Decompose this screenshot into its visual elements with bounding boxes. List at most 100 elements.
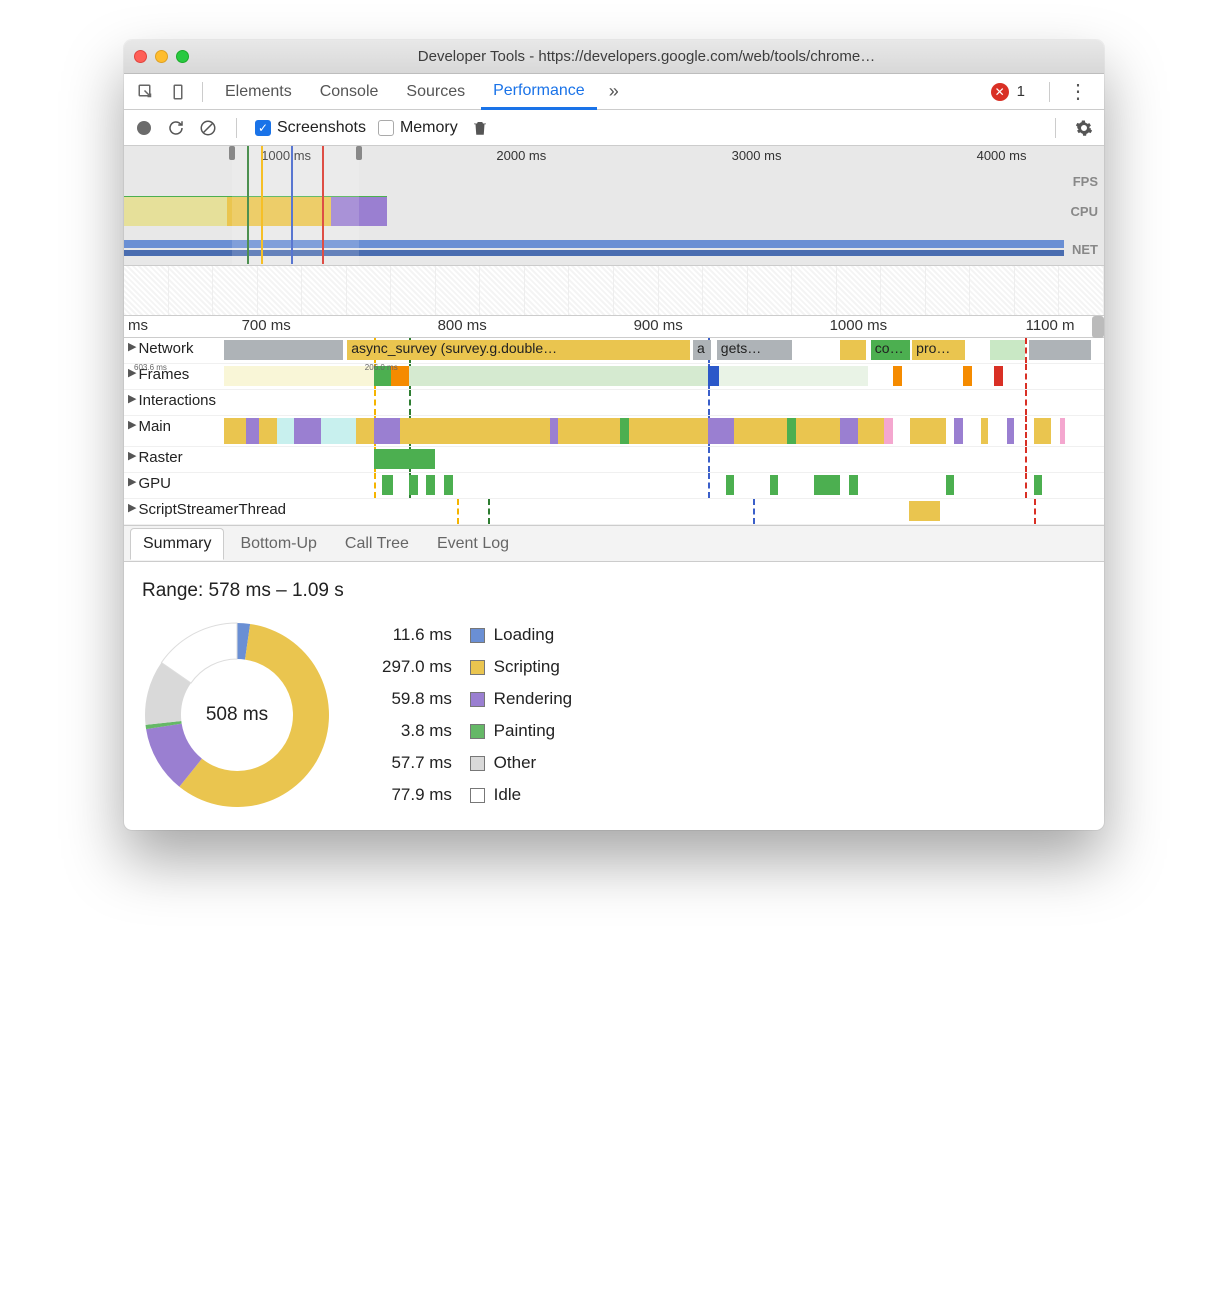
settings-icon[interactable]: [1074, 118, 1094, 138]
inspect-icon[interactable]: [132, 78, 160, 106]
btab-call-tree[interactable]: Call Tree: [333, 529, 421, 559]
trash-button[interactable]: [470, 118, 490, 138]
error-badge-icon[interactable]: ✕: [991, 83, 1009, 101]
scrollbar-handle[interactable]: [1092, 316, 1104, 338]
disclosure-icon[interactable]: ▶: [128, 475, 136, 488]
flame-bar[interactable]: [770, 475, 779, 495]
flame-bar[interactable]: [990, 340, 1025, 360]
flame-bar[interactable]: [963, 366, 972, 386]
close-icon[interactable]: [134, 50, 147, 63]
minimize-icon[interactable]: [155, 50, 168, 63]
maximize-icon[interactable]: [176, 50, 189, 63]
flame-bar[interactable]: [1034, 475, 1042, 495]
ruler-unit: ms: [128, 317, 148, 334]
track-interactions[interactable]: ▶Interactions: [124, 390, 1104, 416]
net-label: NET: [1072, 242, 1098, 257]
track-scriptstreamerthread[interactable]: ▶ScriptStreamerThread: [124, 499, 1104, 525]
flame-bar[interactable]: [426, 475, 435, 495]
devtools-window: Developer Tools - https://developers.goo…: [124, 40, 1104, 830]
flame-bar[interactable]: [893, 366, 902, 386]
legend-swatch: [470, 788, 485, 803]
selection-handle[interactable]: [229, 146, 235, 160]
checkbox-icon: [378, 120, 394, 136]
flame-bar[interactable]: pro…: [912, 340, 965, 360]
flame-bar[interactable]: a: [693, 340, 711, 360]
range-label: Range: 578 ms – 1.09 s: [142, 580, 1086, 602]
flame-bar[interactable]: [719, 366, 869, 386]
track-raster[interactable]: ▶Raster: [124, 447, 1104, 473]
device-icon[interactable]: [164, 78, 192, 106]
legend-row: 3.8 ms Painting: [374, 716, 580, 746]
flame-bar[interactable]: [224, 366, 374, 386]
legend-swatch: [470, 660, 485, 675]
flame-bar[interactable]: co…: [871, 340, 911, 360]
more-tabs-icon[interactable]: »: [601, 81, 627, 102]
flame-bar[interactable]: [946, 475, 954, 495]
ruler-tick: 4000 ms: [977, 148, 1027, 163]
flame-bar[interactable]: [994, 366, 1003, 386]
flame-bar[interactable]: [374, 449, 436, 469]
ruler-tick: 800 ms: [438, 317, 487, 334]
flame-panel[interactable]: ms 700 ms800 ms900 ms1000 ms1100 m ▶Netw…: [124, 316, 1104, 526]
flame-bar[interactable]: [409, 475, 418, 495]
record-button[interactable]: [134, 118, 154, 138]
ruler-tick: 2000 ms: [496, 148, 546, 163]
legend-swatch: [470, 756, 485, 771]
legend-swatch: [470, 628, 485, 643]
summary-tabs: SummaryBottom-UpCall TreeEvent Log: [124, 526, 1104, 562]
legend-row: 297.0 ms Scripting: [374, 652, 580, 682]
legend-label: Scripting: [494, 657, 560, 676]
flame-bar[interactable]: gets…: [717, 340, 792, 360]
kebab-menu-icon[interactable]: ⋮: [1060, 79, 1096, 104]
memory-checkbox[interactable]: Memory: [378, 119, 458, 137]
disclosure-icon[interactable]: ▶: [128, 449, 136, 462]
flame-bar[interactable]: [708, 366, 719, 386]
tab-performance[interactable]: Performance: [481, 74, 597, 110]
flame-bar[interactable]: [444, 475, 453, 495]
btab-bottom-up[interactable]: Bottom-Up: [228, 529, 328, 559]
legend-ms: 11.6 ms: [374, 620, 460, 650]
legend-label: Other: [494, 753, 537, 772]
flame-bar[interactable]: [1029, 340, 1091, 360]
track-label: Main: [138, 418, 171, 435]
flame-bar[interactable]: [224, 340, 343, 360]
flame-bar[interactable]: [726, 475, 735, 495]
perf-toolbar: Screenshots Memory: [124, 110, 1104, 146]
summary-panel: Range: 578 ms – 1.09 s 508 ms 11.6 ms Lo…: [124, 562, 1104, 830]
error-count[interactable]: 1: [1017, 83, 1025, 100]
btab-summary[interactable]: Summary: [130, 528, 224, 560]
flame-bar[interactable]: [849, 475, 858, 495]
tab-console[interactable]: Console: [308, 74, 391, 110]
legend-label: Loading: [494, 625, 555, 644]
ruler-tick: 1000 ms: [830, 317, 888, 334]
btab-event-log[interactable]: Event Log: [425, 529, 521, 559]
flame-bar[interactable]: [909, 501, 940, 521]
clear-button[interactable]: [198, 118, 218, 138]
titlebar: Developer Tools - https://developers.goo…: [124, 40, 1104, 74]
reload-button[interactable]: [166, 118, 186, 138]
legend-ms: 59.8 ms: [374, 684, 460, 714]
screenshots-label: Screenshots: [277, 119, 366, 137]
overview-panel[interactable]: 1000 ms2000 ms3000 ms4000 ms FPS CPU NET: [124, 146, 1104, 316]
legend-label: Rendering: [494, 689, 572, 708]
legend-ms: 57.7 ms: [374, 748, 460, 778]
flame-bar[interactable]: [814, 475, 840, 495]
selection-handle[interactable]: [356, 146, 362, 160]
disclosure-icon[interactable]: ▶: [128, 501, 136, 514]
track-label: Interactions: [138, 392, 216, 409]
flame-bar[interactable]: async_survey (survey.g.double…: [347, 340, 690, 360]
track-network[interactable]: ▶Networkasync_survey (survey.g.double…ag…: [124, 338, 1104, 364]
disclosure-icon[interactable]: ▶: [128, 340, 136, 353]
flame-bar[interactable]: [382, 475, 393, 495]
track-main[interactable]: ▶Main: [124, 416, 1104, 447]
tab-elements[interactable]: Elements: [213, 74, 304, 110]
track-gpu[interactable]: ▶GPU: [124, 473, 1104, 499]
flame-bar[interactable]: [409, 366, 708, 386]
tab-sources[interactable]: Sources: [394, 74, 477, 110]
track-frames[interactable]: ▶Frames603.6 ms206.0 ms: [124, 364, 1104, 390]
flame-bar[interactable]: [840, 340, 866, 360]
disclosure-icon[interactable]: ▶: [128, 392, 136, 405]
screenshots-checkbox[interactable]: Screenshots: [255, 119, 366, 137]
disclosure-icon[interactable]: ▶: [128, 418, 136, 431]
legend-label: Idle: [494, 785, 521, 804]
